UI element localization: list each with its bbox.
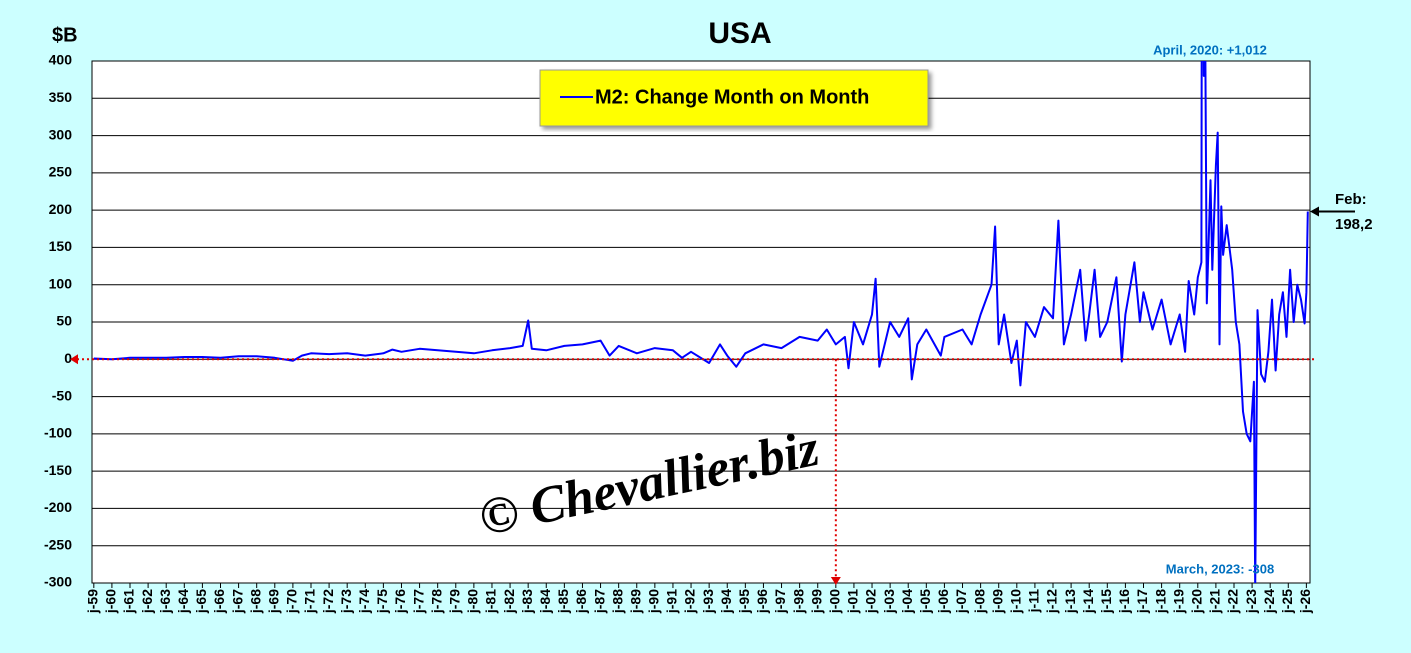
x-tick-label: j-65 xyxy=(193,589,209,614)
y-tick-label: -100 xyxy=(44,425,72,441)
x-tick-label: j-00 xyxy=(827,589,843,614)
y-tick-label: -250 xyxy=(44,536,72,552)
x-tick-label: j-61 xyxy=(121,589,137,614)
x-tick-label: j-85 xyxy=(555,589,571,614)
x-tick-label: j-82 xyxy=(501,589,517,614)
x-tick-label: j-13 xyxy=(1062,589,1078,614)
x-tick-label: j-89 xyxy=(627,589,643,614)
x-tick-label: j-60 xyxy=(103,589,119,614)
x-tick-label: j-11 xyxy=(1026,589,1042,614)
x-tick-label: j-84 xyxy=(537,589,553,614)
x-tick-label: j-92 xyxy=(682,589,698,614)
x-tick-label: j-06 xyxy=(935,589,951,614)
y-tick-label: -50 xyxy=(52,387,72,403)
x-tick-label: j-95 xyxy=(736,589,752,614)
year-arrow xyxy=(830,577,841,585)
zero-arrow xyxy=(70,354,78,365)
y-axis-label: $B xyxy=(52,24,78,46)
x-tick-label: j-96 xyxy=(754,589,770,614)
y-tick-label: 350 xyxy=(49,89,73,105)
x-tick-label: j-71 xyxy=(302,589,318,614)
x-tick-label: j-04 xyxy=(899,589,915,614)
x-tick-label: j-99 xyxy=(808,589,824,614)
y-tick-label: 0 xyxy=(64,350,72,366)
last-arrow-head xyxy=(1310,206,1319,217)
x-tick-label: j-64 xyxy=(175,589,191,614)
x-tick-label: j-73 xyxy=(338,589,354,614)
y-tick-label: -150 xyxy=(44,462,72,478)
x-tick-label: j-14 xyxy=(1080,589,1096,614)
x-tick-label: j-76 xyxy=(392,589,408,614)
x-tick-label: j-93 xyxy=(700,589,716,614)
y-tick-label: 250 xyxy=(49,164,73,180)
x-tick-label: j-79 xyxy=(446,589,462,614)
x-tick-label: j-59 xyxy=(85,589,101,614)
x-tick-label: j-72 xyxy=(320,589,336,614)
y-tick-label: -300 xyxy=(44,574,72,590)
x-tick-label: j-74 xyxy=(356,589,372,614)
x-tick-label: j-94 xyxy=(718,589,734,614)
x-tick-label: j-19 xyxy=(1170,589,1186,614)
chart-title: USA xyxy=(708,17,771,50)
y-tick-label: 300 xyxy=(49,126,73,142)
y-tick-label: 400 xyxy=(49,52,73,68)
x-tick-label: j-91 xyxy=(664,589,680,614)
legend-label: M2: Change Month on Month xyxy=(595,86,869,108)
series-line xyxy=(93,61,1309,583)
x-tick-label: j-88 xyxy=(609,589,625,614)
x-tick-label: j-83 xyxy=(519,589,535,614)
x-tick-label: j-90 xyxy=(646,589,662,614)
y-tick-label: 200 xyxy=(49,201,73,217)
x-tick-label: j-10 xyxy=(1008,589,1024,614)
x-tick-label: j-77 xyxy=(410,589,426,614)
x-tick-label: j-78 xyxy=(428,589,444,614)
x-tick-label: j-02 xyxy=(863,589,879,614)
x-tick-label: j-81 xyxy=(483,589,499,614)
x-tick-label: j-08 xyxy=(971,589,987,614)
x-tick-label: j-66 xyxy=(211,589,227,614)
x-tick-label: j-18 xyxy=(1152,589,1168,614)
x-tick-label: j-80 xyxy=(465,589,481,614)
x-tick-label: j-25 xyxy=(1279,589,1295,614)
x-tick-label: j-05 xyxy=(917,589,933,614)
x-tick-label: j-86 xyxy=(573,589,589,614)
x-tick-label: j-75 xyxy=(374,589,390,614)
annotation: March, 2023: -308 xyxy=(1166,561,1274,576)
x-tick-label: j-67 xyxy=(229,589,245,614)
y-tick-label: 100 xyxy=(49,275,73,291)
legend-box xyxy=(539,69,929,127)
x-tick-label: j-07 xyxy=(953,589,969,614)
annotation: 198,2 xyxy=(1335,216,1373,233)
x-tick-label: j-20 xyxy=(1188,589,1204,614)
x-tick-label: j-22 xyxy=(1225,589,1241,614)
annotation: Feb: xyxy=(1335,191,1367,208)
x-tick-label: j-09 xyxy=(989,589,1005,614)
x-tick-label: j-26 xyxy=(1297,589,1313,614)
x-tick-label: j-21 xyxy=(1207,589,1223,614)
x-tick-label: j-62 xyxy=(139,589,155,614)
x-tick-label: j-68 xyxy=(247,589,263,614)
x-tick-label: j-01 xyxy=(845,589,861,614)
x-tick-label: j-12 xyxy=(1044,589,1060,614)
x-tick-label: j-87 xyxy=(591,589,607,614)
x-tick-label: j-97 xyxy=(772,589,788,614)
y-tick-label: 150 xyxy=(49,238,73,254)
x-tick-label: j-98 xyxy=(790,589,806,614)
x-tick-label: j-15 xyxy=(1098,589,1114,614)
x-tick-label: j-69 xyxy=(265,589,281,614)
x-tick-label: j-03 xyxy=(881,589,897,614)
x-tick-label: j-17 xyxy=(1134,589,1150,614)
x-tick-label: j-70 xyxy=(284,589,300,614)
x-tick-label: j-63 xyxy=(157,589,173,614)
y-tick-label: -200 xyxy=(44,499,72,515)
x-tick-label: j-24 xyxy=(1261,589,1277,614)
x-tick-label: j-16 xyxy=(1116,589,1132,614)
x-tick-label: j-23 xyxy=(1243,589,1259,614)
y-tick-label: 50 xyxy=(56,313,72,329)
annotation: April, 2020: +1,012 xyxy=(1153,42,1267,57)
